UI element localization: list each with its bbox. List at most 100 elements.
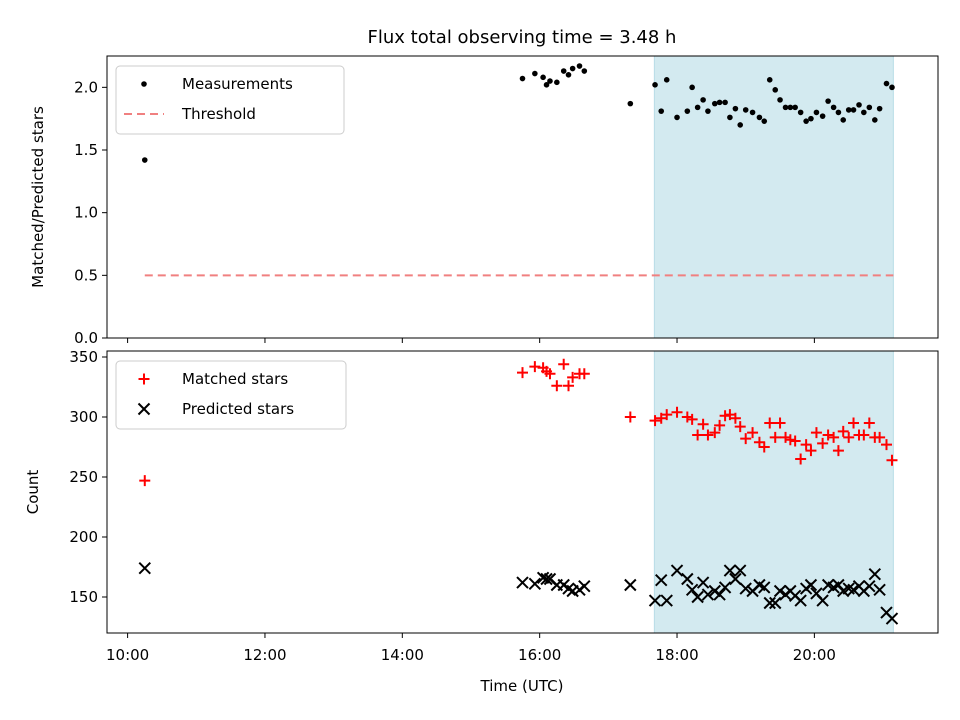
data-point-x: [516, 576, 529, 589]
data-point-plus: [784, 434, 796, 446]
count-points: [138, 358, 899, 625]
data-point-dot: [560, 68, 567, 74]
data-point-plus: [563, 380, 575, 392]
data-point-x: [685, 583, 699, 597]
data-point-dot: [766, 77, 773, 83]
data-point-x: [528, 577, 542, 591]
x-tick-label: 20:00: [793, 646, 836, 664]
data-point-dot: [700, 97, 706, 103]
data-point-x: [816, 594, 829, 607]
data-point-dot: [705, 108, 711, 114]
count-legend: Matched stars Predicted stars: [115, 360, 347, 430]
data-point-x: [138, 561, 151, 575]
legend-entry-label: Measurements: [182, 75, 293, 93]
data-point-plus: [714, 419, 726, 431]
data-point-plus: [702, 429, 714, 441]
data-point-dot: [797, 109, 804, 116]
data-point-dot: [565, 72, 572, 78]
data-point-dot: [732, 105, 739, 112]
data-point-dot: [576, 63, 583, 69]
y-tick-label: 250: [69, 468, 98, 486]
data-point-dot: [519, 75, 526, 82]
data-point-dot: [716, 99, 723, 106]
data-point-x: [624, 578, 637, 592]
data-point-dot: [782, 104, 789, 111]
data-point-dot: [684, 108, 691, 114]
y-tick-label: 0.5: [74, 266, 98, 284]
data-point-dot: [569, 65, 576, 72]
data-point-dot: [554, 79, 560, 86]
highlight-span: [653, 350, 894, 634]
data-point-dot: [835, 109, 842, 116]
data-point-plus: [671, 406, 683, 418]
data-point-dot: [141, 157, 148, 163]
chart-title: Flux total observing time = 3.48 h: [368, 27, 677, 48]
data-point-plus: [858, 429, 870, 441]
y-tick-label: 1.5: [74, 141, 98, 159]
data-point-dot: [756, 114, 763, 121]
data-point-x: [794, 594, 807, 607]
x-tick-label: 14:00: [381, 646, 424, 664]
data-point-dot: [792, 104, 798, 111]
data-point-dot: [819, 113, 826, 119]
data-point-plus: [734, 421, 746, 433]
data-point-dot: [711, 100, 718, 107]
data-point-plus: [764, 417, 776, 429]
data-point-dot: [674, 114, 680, 121]
data-point-x: [655, 573, 668, 587]
data-point-dot: [861, 109, 867, 116]
data-point-plus: [863, 417, 875, 429]
data-point-dot: [547, 78, 553, 84]
data-point-plus: [880, 439, 892, 451]
data-point-x: [691, 590, 704, 604]
data-point-x: [734, 564, 747, 577]
legend-x-swatch: [137, 402, 151, 416]
data-point-plus: [810, 427, 822, 439]
data-point-plus: [774, 417, 786, 429]
data-point-dot: [540, 74, 546, 81]
highlight-span: [653, 55, 894, 339]
data-point-dot: [876, 105, 883, 112]
observing-window-span: [653, 55, 894, 339]
data-point-plus: [837, 425, 849, 437]
data-point-plus: [740, 433, 752, 445]
data-point-dot: [856, 102, 862, 108]
legend-entry-label: Matched stars: [182, 370, 288, 388]
y-tick-label: 350: [69, 348, 98, 366]
data-point-dot: [658, 108, 665, 114]
count-y-ticks: 150 200 250 300 350: [69, 348, 107, 606]
legend-box: [115, 360, 347, 430]
x-tick-label: 10:00: [106, 646, 149, 664]
data-point-x: [847, 583, 860, 597]
data-point-plus: [517, 367, 528, 379]
data-point-x: [729, 572, 742, 586]
legend-entry-label: Predicted stars: [182, 400, 294, 418]
data-point-plus: [758, 441, 770, 453]
data-point-plus: [709, 427, 721, 439]
data-point-plus: [874, 431, 886, 443]
data-point-dot: [808, 115, 814, 122]
data-point-plus: [551, 380, 563, 392]
data-point-plus: [692, 429, 704, 441]
data-point-dot: [727, 114, 733, 121]
y-tick-label: 150: [69, 588, 98, 606]
data-point-x: [648, 594, 662, 607]
data-point-plus: [624, 411, 636, 423]
ratio-legend: Measurements Threshold: [115, 65, 345, 135]
data-point-dot: [840, 117, 847, 123]
data-point-plus: [753, 436, 765, 448]
data-point-x: [723, 564, 737, 577]
data-point-plus: [789, 435, 801, 447]
data-point-x: [578, 579, 591, 593]
data-point-plus: [567, 371, 579, 383]
data-point-plus: [817, 437, 829, 449]
data-point-dot: [872, 117, 878, 123]
ratio-y-axis-label: Matched/Predicted stars: [29, 106, 47, 288]
data-point-dot: [866, 104, 873, 111]
data-point-dot: [663, 77, 670, 83]
data-point-plus: [832, 445, 844, 457]
data-point-dot: [749, 109, 756, 116]
data-point-dot: [825, 98, 831, 104]
data-point-plus: [805, 445, 817, 457]
data-point-dot: [627, 100, 634, 107]
